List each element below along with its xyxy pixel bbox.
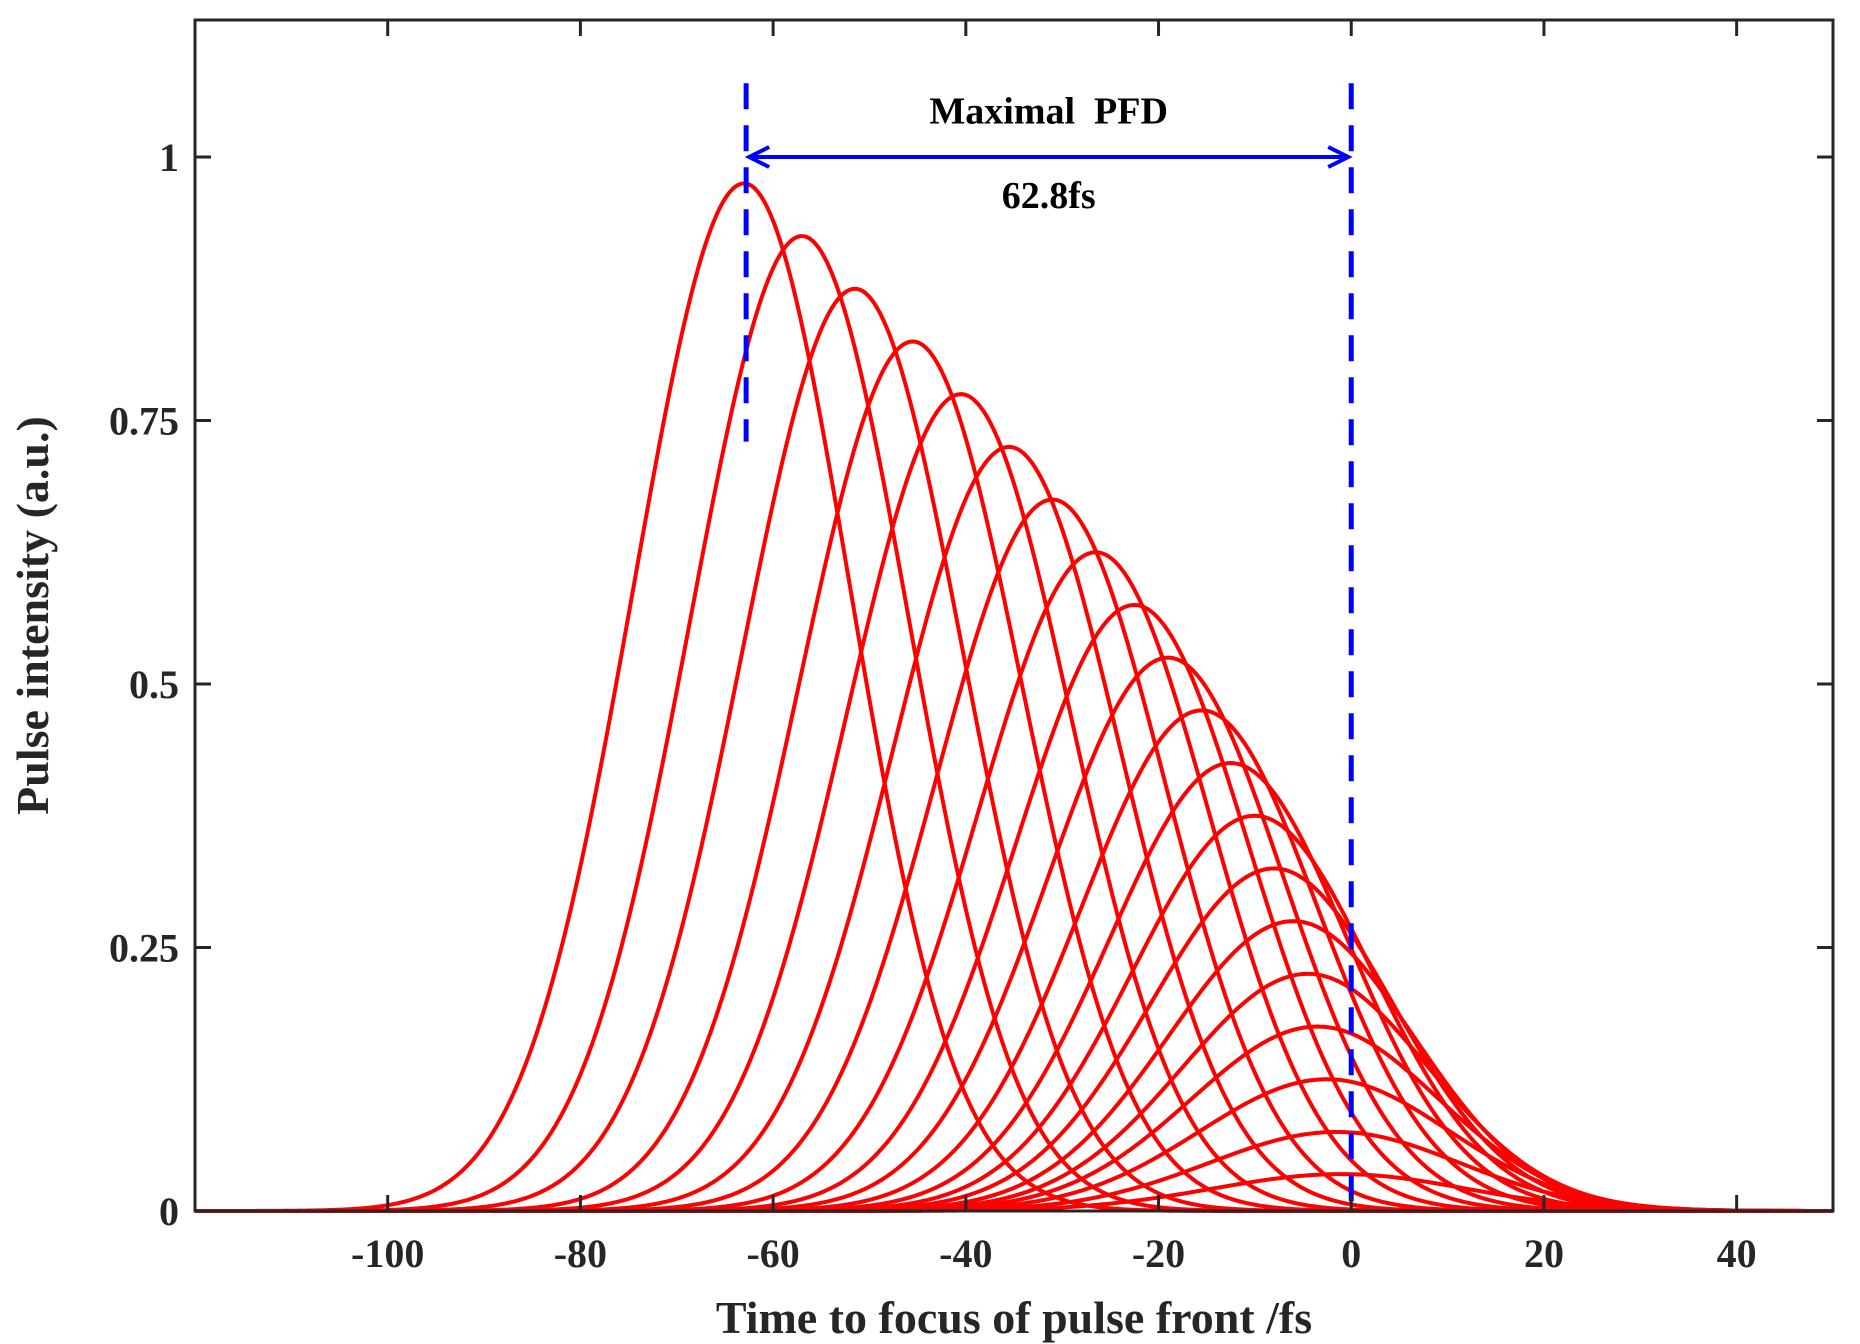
y-tick-label-0: 0 — [159, 1189, 179, 1234]
x-tick-label-4: -20 — [1132, 1231, 1185, 1276]
x-tick-label-0: -100 — [351, 1231, 424, 1276]
y-axis-ticks: 0 0.25 0.5 0.75 1 — [109, 135, 1833, 1234]
x-tick-label-1: -80 — [554, 1231, 607, 1276]
y-tick-label-3: 0.75 — [109, 399, 179, 444]
pfd-arrow-head-left — [744, 145, 771, 169]
annotation-label-maximal-pfd: Maximal PFD — [929, 91, 1168, 133]
x-axis-ticks: -100 -80 -60 -40 -20 0 20 40 — [351, 20, 1757, 1276]
x-tick-label-6: 20 — [1524, 1231, 1564, 1276]
pfd-annotation: Maximal PFD 62.8fs — [743, 83, 1354, 1211]
y-tick-label-4: 1 — [159, 135, 179, 180]
y-tick-label-1: 0.25 — [109, 926, 179, 971]
annotation-label-pfd-value: 62.8fs — [1002, 175, 1096, 217]
x-tick-label-3: -40 — [939, 1231, 992, 1276]
pfd-arrow-head-right — [1327, 145, 1353, 169]
y-axis-title: Pulse intensity (a.u.) — [7, 416, 58, 815]
y-tick-label-2: 0.5 — [129, 662, 179, 707]
x-axis-title: Time to focus of pulse front /fs — [716, 1292, 1312, 1343]
plot-frame — [193, 18, 1835, 1213]
x-tick-label-5: 0 — [1341, 1231, 1361, 1276]
x-tick-label-7: 40 — [1717, 1231, 1757, 1276]
x-tick-label-2: -60 — [746, 1231, 799, 1276]
